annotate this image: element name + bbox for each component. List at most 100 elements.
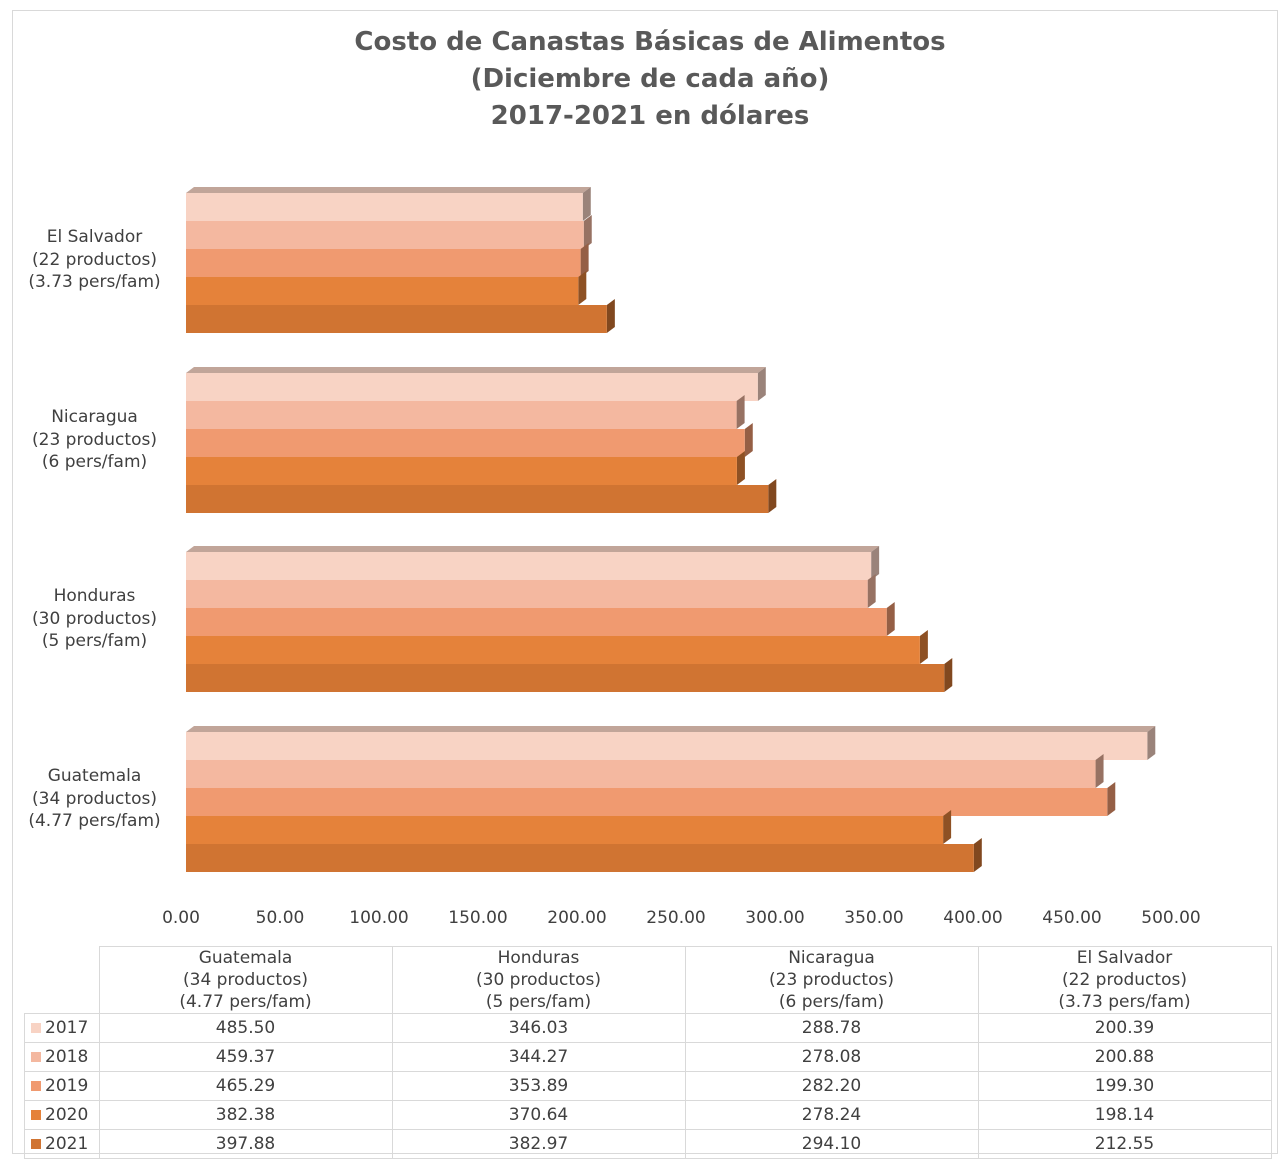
category-label-line: Honduras bbox=[53, 586, 136, 606]
bar-front-face bbox=[186, 277, 579, 305]
bar-side-face bbox=[768, 479, 777, 513]
table-value-cell: 459.37 bbox=[98, 1042, 393, 1072]
bar-group-nicaragua bbox=[186, 367, 777, 513]
category-label-guatemala: Guatemala (34 productos) (4.77 pers/fam) bbox=[12, 765, 177, 833]
table-header-el-salvador: El Salvador (22 productos) (3.73 pers/fam) bbox=[977, 946, 1272, 1014]
bar-top-face bbox=[186, 367, 766, 373]
table-value-cell: 212.55 bbox=[977, 1129, 1272, 1159]
legend-swatch bbox=[31, 1023, 41, 1033]
bar-front-face bbox=[186, 732, 1148, 760]
table-value-cell: 288.78 bbox=[684, 1013, 979, 1043]
table-header-line: (22 productos) bbox=[1062, 970, 1187, 990]
table-value-cell: 465.29 bbox=[98, 1071, 393, 1101]
table-header-line: (30 productos) bbox=[476, 970, 601, 990]
table-header-line: (23 productos) bbox=[769, 970, 894, 990]
bar-side-face bbox=[943, 810, 952, 844]
table-header-line: Honduras bbox=[497, 948, 580, 968]
chart-title-line-2: (Diciembre de cada año) bbox=[470, 64, 830, 94]
table-header-line: (34 productos) bbox=[183, 970, 308, 990]
bar-side-face bbox=[582, 187, 591, 221]
x-tick-label: 400.00 bbox=[943, 908, 1003, 928]
bar-honduras-2020 bbox=[186, 630, 928, 664]
table-value-cell: 278.08 bbox=[684, 1042, 979, 1072]
bar-side-face bbox=[606, 299, 615, 333]
table-row-2017: 2017 485.50 346.03 288.78 200.39 bbox=[24, 1013, 1272, 1043]
bar-honduras-2018 bbox=[186, 574, 876, 608]
table-value-cell: 485.50 bbox=[98, 1013, 393, 1043]
category-label-line: (4.77 pers/fam) bbox=[28, 811, 161, 831]
category-label-el-salvador: El Salvador (22 productos) (3.73 pers/fam) bbox=[12, 226, 177, 294]
table-row-header: 2021 bbox=[24, 1129, 100, 1159]
category-label-line: Nicaragua bbox=[51, 407, 138, 427]
bar-guatemala-2020 bbox=[186, 810, 952, 844]
bar-front-face bbox=[186, 457, 737, 485]
chart-data-table: Guatemala (34 productos) (4.77 pers/fam) Ho… bbox=[24, 946, 1272, 1159]
table-body: 2017 485.50 346.03 288.78 200.39 2018 459.37 34… bbox=[24, 1013, 1272, 1159]
category-label-line: (3.73 pers/fam) bbox=[28, 272, 161, 292]
bar-honduras-2017 bbox=[186, 546, 880, 580]
table-header-line: (6 pers/fam) bbox=[778, 992, 885, 1012]
table-header-guatemala: Guatemala (34 productos) (4.77 pers/fam) bbox=[98, 946, 393, 1014]
bar-nicaragua-2020 bbox=[186, 451, 745, 485]
category-label-nicaragua: Nicaragua (23 productos) (6 pers/fam) bbox=[12, 406, 177, 474]
bar-side-face bbox=[736, 395, 745, 429]
bar-front-face bbox=[186, 608, 887, 636]
table-value-cell: 282.20 bbox=[684, 1071, 979, 1101]
bar-front-face bbox=[186, 664, 945, 692]
bar-front-face bbox=[186, 580, 868, 608]
table-row-2018: 2018 459.37 344.27 278.08 200.88 bbox=[24, 1042, 1272, 1072]
bar-side-face bbox=[757, 367, 766, 401]
category-label-line: (23 productos) bbox=[32, 429, 157, 450]
legend-label: 2020 bbox=[45, 1105, 89, 1125]
x-tick-label: 50.00 bbox=[255, 908, 305, 928]
table-header-line: (4.77 pers/fam) bbox=[179, 992, 312, 1012]
bar-el-salvador-2020 bbox=[186, 271, 587, 305]
bar-honduras-2021 bbox=[186, 658, 953, 692]
table-row-header: 2019 bbox=[24, 1071, 100, 1101]
bar-front-face bbox=[186, 844, 974, 872]
table-value-cell: 344.27 bbox=[391, 1042, 686, 1072]
bar-front-face bbox=[186, 193, 583, 221]
bar-nicaragua-2017 bbox=[186, 367, 766, 401]
table-value-cell: 353.89 bbox=[391, 1071, 686, 1101]
bar-front-face bbox=[186, 249, 581, 277]
bar-nicaragua-2018 bbox=[186, 395, 745, 429]
x-tick-label: 250.00 bbox=[646, 908, 706, 928]
table-header-line: El Salvador bbox=[1076, 948, 1173, 968]
table-header-line: Nicaragua bbox=[788, 948, 875, 968]
bar-top-face bbox=[186, 187, 591, 193]
chart-title-line-1: Costo de Canastas Básicas de Alimentos bbox=[354, 27, 946, 57]
table-value-cell: 382.38 bbox=[98, 1100, 393, 1130]
table-row-2020: 2020 382.38 370.64 278.24 198.14 bbox=[24, 1100, 1272, 1130]
bar-side-face bbox=[867, 574, 876, 608]
legend-label: 2018 bbox=[45, 1047, 89, 1067]
bar-side-face bbox=[1147, 726, 1156, 760]
bar-side-face bbox=[973, 838, 982, 872]
bar-side-face bbox=[580, 243, 589, 277]
bar-front-face bbox=[186, 760, 1096, 788]
table-header-line: (3.73 pers/fam) bbox=[1058, 992, 1191, 1012]
table-value-cell: 200.39 bbox=[977, 1013, 1272, 1043]
x-tick-label: 150.00 bbox=[448, 908, 508, 928]
table-row-2019: 2019 465.29 353.89 282.20 199.30 bbox=[24, 1071, 1272, 1101]
bar-guatemala-2018 bbox=[186, 754, 1104, 788]
category-label-line: (6 pers/fam) bbox=[41, 452, 148, 472]
legend-swatch bbox=[31, 1110, 41, 1120]
x-tick-label: 0.00 bbox=[162, 908, 200, 928]
legend-swatch bbox=[31, 1081, 41, 1091]
table-header-nicaragua: Nicaragua (23 productos) (6 pers/fam) bbox=[684, 946, 979, 1014]
bar-front-face bbox=[186, 485, 769, 513]
table-value-cell: 294.10 bbox=[684, 1129, 979, 1159]
table-value-cell: 370.64 bbox=[391, 1100, 686, 1130]
table-value-cell: 397.88 bbox=[98, 1129, 393, 1159]
table-row-header: 2017 bbox=[24, 1013, 100, 1043]
bar-guatemala-2019 bbox=[186, 782, 1116, 816]
chart-title: Costo de Canastas Básicas de Alimentos (… bbox=[0, 24, 1278, 135]
table-header-line: (5 pers/fam) bbox=[485, 992, 592, 1012]
category-label-line: (30 productos) bbox=[32, 608, 157, 629]
bar-side-face bbox=[919, 630, 928, 664]
category-label-line: Guatemala bbox=[47, 766, 142, 786]
table-value-cell: 278.24 bbox=[684, 1100, 979, 1130]
bar-front-face bbox=[186, 816, 944, 844]
bar-honduras-2019 bbox=[186, 602, 895, 636]
